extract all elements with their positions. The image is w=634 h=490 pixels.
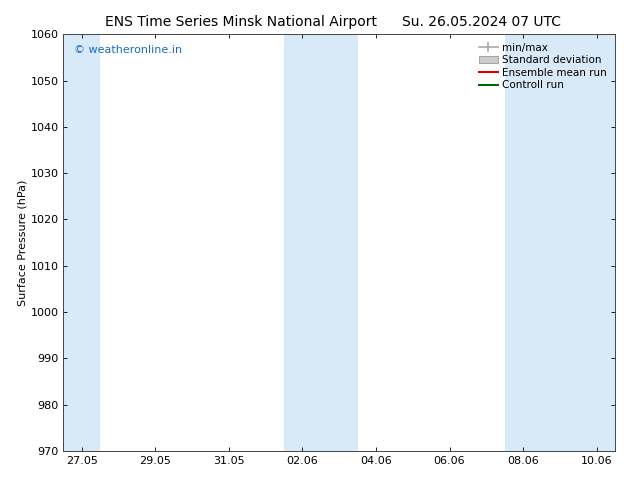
- Bar: [505, 34, 615, 451]
- Text: © weatheronline.in: © weatheronline.in: [74, 45, 183, 55]
- Text: ENS Time Series Minsk National Airport: ENS Time Series Minsk National Airport: [105, 15, 377, 29]
- Bar: [284, 34, 358, 451]
- Text: Su. 26.05.2024 07 UTC: Su. 26.05.2024 07 UTC: [403, 15, 561, 29]
- Y-axis label: Surface Pressure (hPa): Surface Pressure (hPa): [18, 179, 28, 306]
- Legend: min/max, Standard deviation, Ensemble mean run, Controll run: min/max, Standard deviation, Ensemble me…: [476, 40, 610, 94]
- Bar: [63, 34, 100, 451]
